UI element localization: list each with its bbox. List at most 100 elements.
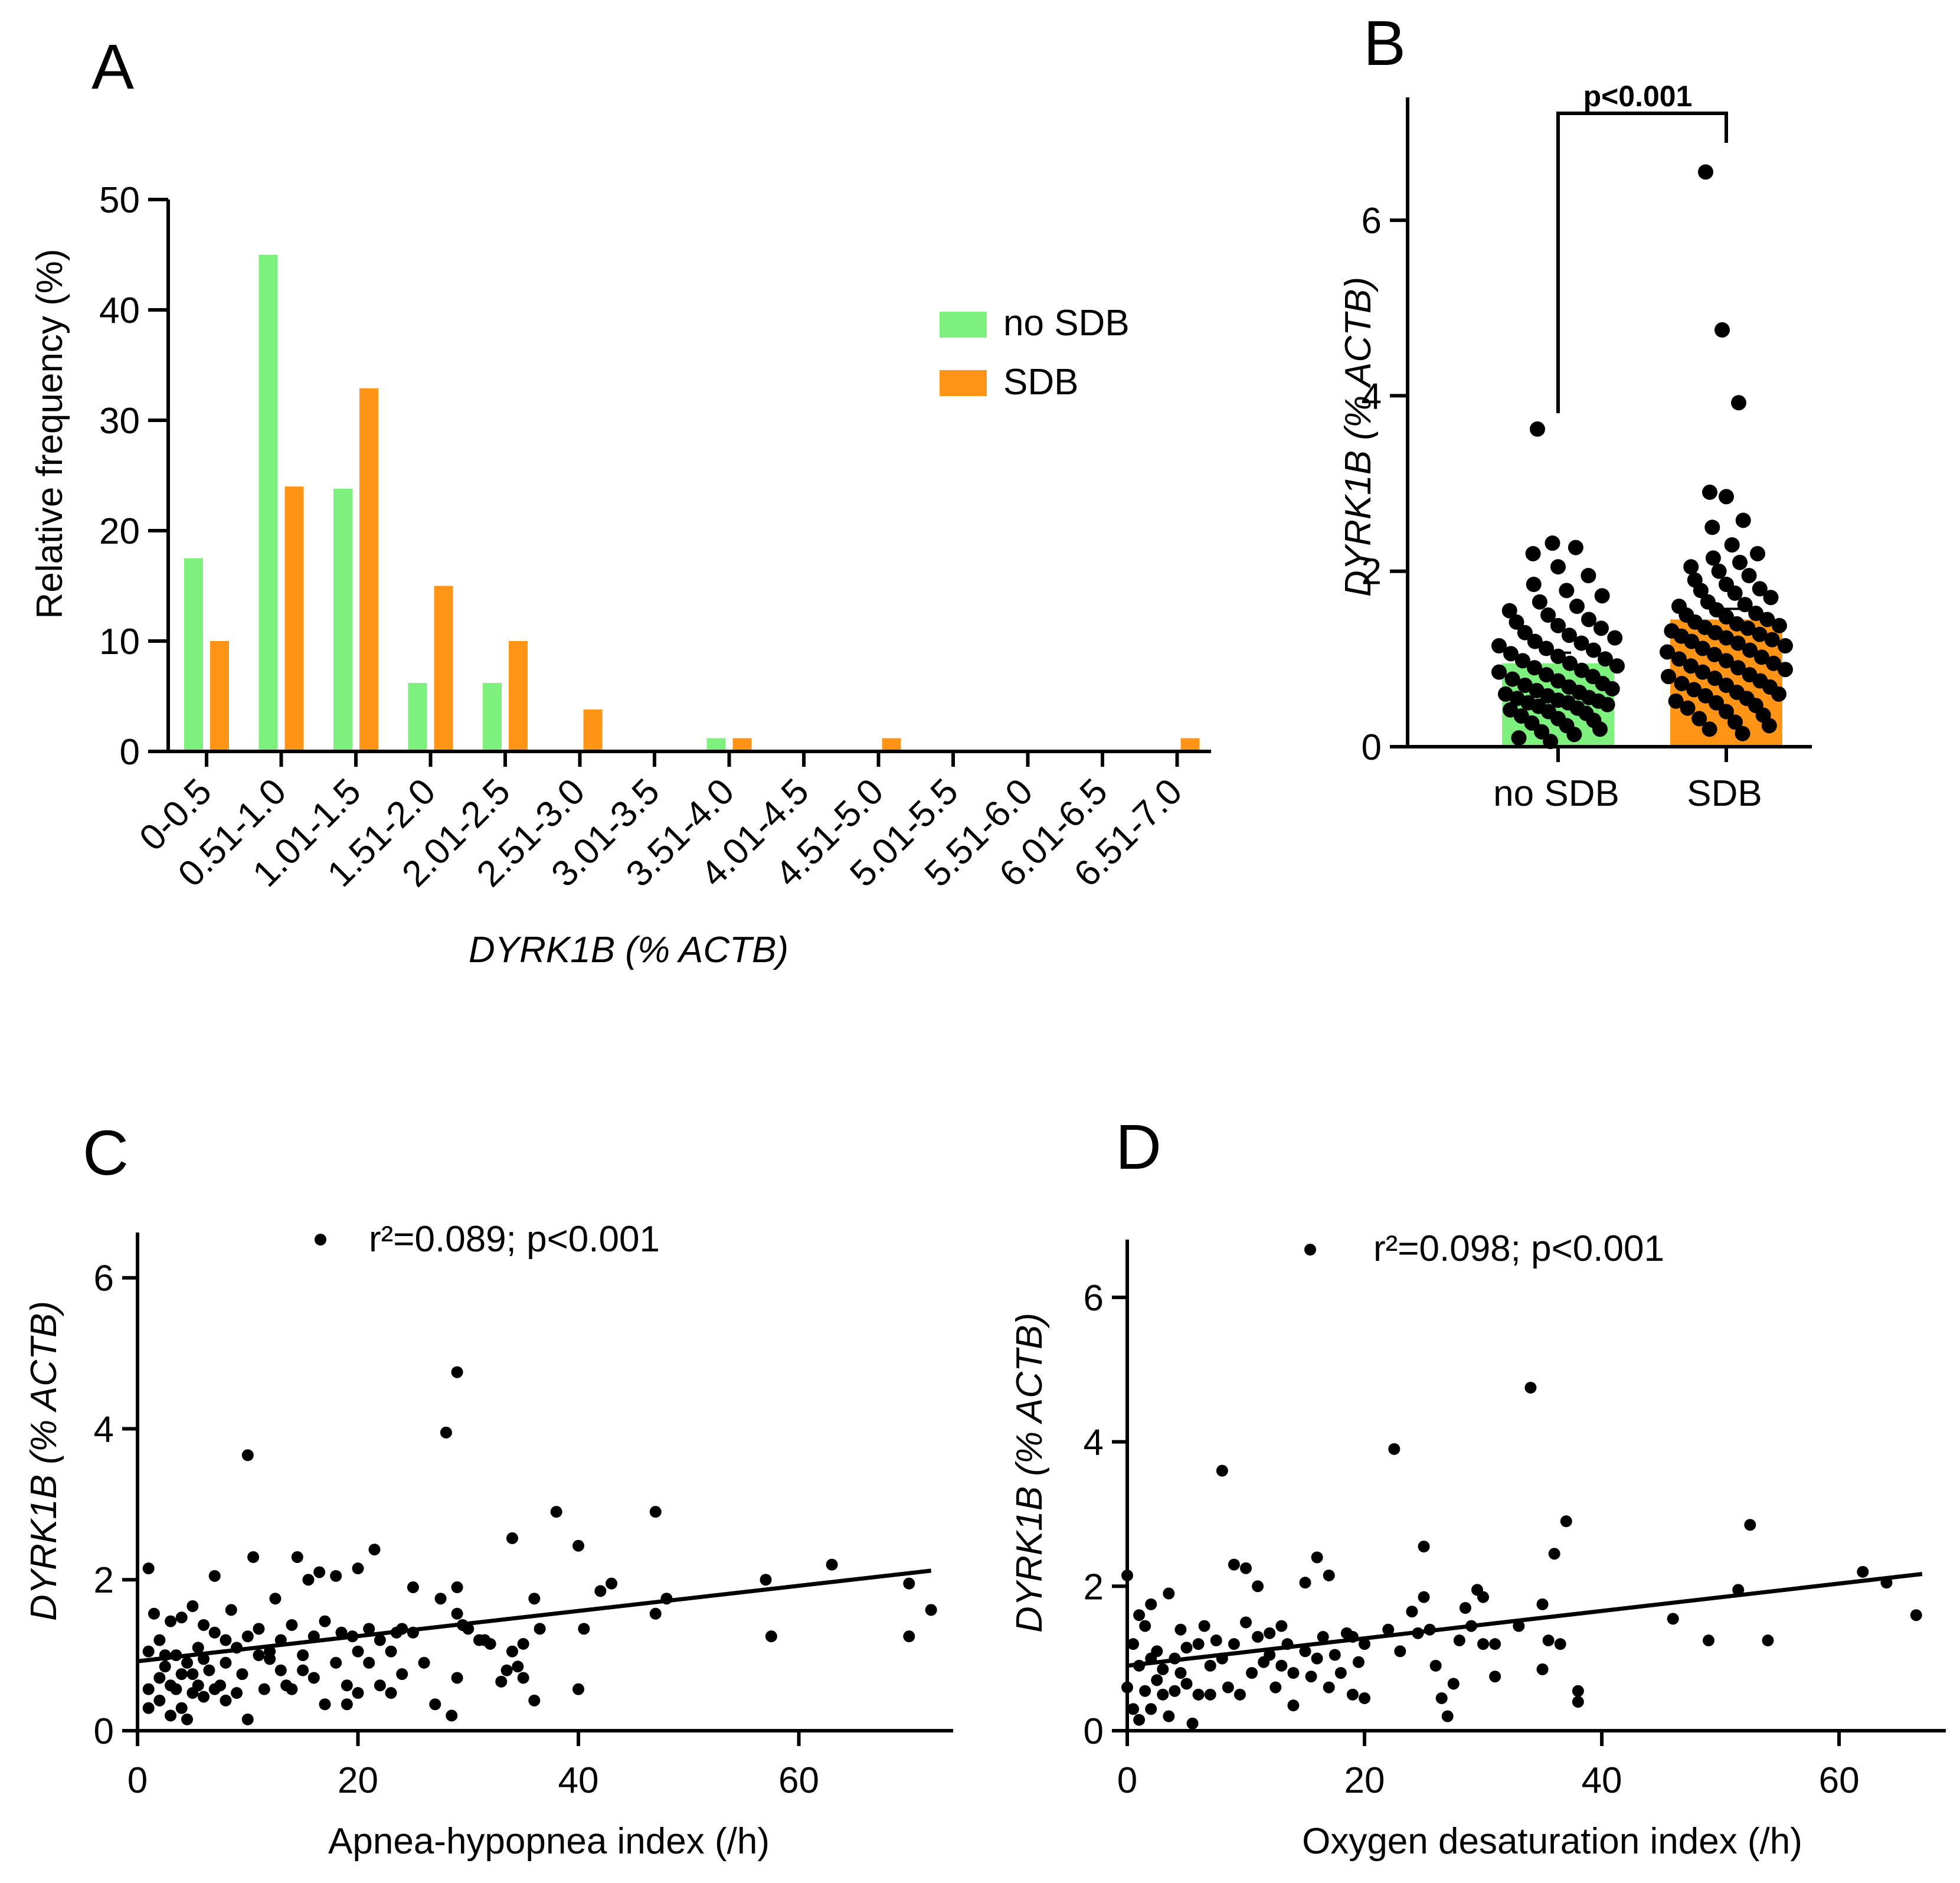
d-y-tick-label-0: 0 xyxy=(1084,1711,1104,1752)
c-point-112 xyxy=(578,1623,590,1635)
point-1-21 xyxy=(1737,597,1753,613)
group-bar-chart: no SDB SDB 0 2 4 6 DYRK1B (% ACTB) p<0.001 xyxy=(1338,80,1812,814)
d-point-30 xyxy=(1210,1634,1222,1647)
c-point-103 xyxy=(512,1660,524,1673)
d-point-73 xyxy=(1418,1541,1430,1552)
c-point-20 xyxy=(186,1600,199,1612)
legend-label-no-sdb: no SDB xyxy=(1003,303,1130,344)
point-0-16 xyxy=(1593,620,1609,636)
c-point-46 xyxy=(258,1683,270,1695)
point-0-23 xyxy=(1539,640,1554,656)
c-point-18 xyxy=(181,1656,194,1669)
d-point-101 xyxy=(1762,1634,1774,1647)
point-1-5 xyxy=(1735,512,1751,528)
panel-label-c: C xyxy=(83,1117,129,1188)
d-point-83 xyxy=(1477,1591,1490,1603)
c-point-120 xyxy=(826,1558,838,1571)
c-regression-line xyxy=(137,1568,932,1663)
point-1-24 xyxy=(1748,606,1764,622)
scatter-odi-fit xyxy=(1127,1572,1923,1668)
y-tick-label-0: 0 xyxy=(120,732,140,773)
c-point-106 xyxy=(528,1593,541,1605)
point-0-29 xyxy=(1562,655,1578,671)
point-1-72 xyxy=(1691,711,1707,727)
c-point-64 xyxy=(330,1656,342,1669)
point-1-43 xyxy=(1742,642,1758,658)
d-point-94 xyxy=(1560,1515,1572,1528)
d-point-43 xyxy=(1264,1649,1276,1661)
c-x-tick-label-0: 0 xyxy=(127,1760,148,1801)
d-point-87 xyxy=(1513,1620,1525,1632)
point-1-40 xyxy=(1730,635,1746,651)
d-point-91 xyxy=(1542,1634,1555,1647)
d-point-60 xyxy=(1334,1667,1347,1679)
point-0-26 xyxy=(1550,648,1566,664)
point-0-4 xyxy=(1550,559,1566,575)
c-point-36 xyxy=(225,1604,237,1616)
c-point-108 xyxy=(534,1623,546,1635)
c-point-32 xyxy=(214,1679,227,1692)
d-point-39 xyxy=(1246,1667,1258,1679)
point-1-61 xyxy=(1686,682,1702,698)
d-point-38 xyxy=(1240,1616,1252,1629)
d-point-26 xyxy=(1192,1688,1205,1701)
d-point-84 xyxy=(1477,1638,1490,1650)
c-point-3 xyxy=(142,1562,155,1575)
d-point-69 xyxy=(1394,1645,1406,1658)
c-point-11 xyxy=(165,1615,177,1627)
c-point-73 xyxy=(363,1623,375,1635)
d-point-11 xyxy=(1145,1598,1157,1610)
point-1-19 xyxy=(1763,590,1779,606)
c-point-90 xyxy=(451,1366,463,1378)
legend-swatch-sdb xyxy=(940,370,987,396)
point-0-41 xyxy=(1604,681,1620,697)
point-1-74 xyxy=(1761,718,1777,734)
point-1-75 xyxy=(1701,721,1717,737)
point-1-50 xyxy=(1683,658,1699,674)
point-1-67 xyxy=(1709,695,1725,711)
c-point-26 xyxy=(198,1691,210,1703)
c-point-119 xyxy=(765,1630,777,1643)
point-0-7 xyxy=(1559,583,1575,599)
point-1-52 xyxy=(1778,662,1793,678)
panel-label-d: D xyxy=(1115,1111,1161,1182)
c-point-4 xyxy=(148,1607,161,1620)
b-x-tick-label-1: SDB xyxy=(1687,773,1762,814)
c-point-91 xyxy=(451,1581,463,1594)
c-point-118 xyxy=(760,1574,772,1586)
point-0-13 xyxy=(1581,612,1597,627)
c-point-110 xyxy=(572,1539,585,1552)
c-point-30 xyxy=(208,1570,221,1582)
d-point-23 xyxy=(1180,1642,1193,1654)
point-1-2 xyxy=(1731,395,1746,411)
d-point-25 xyxy=(1192,1638,1205,1650)
c-point-44 xyxy=(253,1649,265,1662)
point-0-28 xyxy=(1515,653,1530,669)
c-x-tick-label-1: 20 xyxy=(338,1760,378,1801)
d-point-88 xyxy=(1524,1381,1537,1394)
d-point-58 xyxy=(1323,1569,1335,1581)
c-point-23 xyxy=(192,1642,204,1654)
point-1-1 xyxy=(1714,322,1730,338)
c-point-14 xyxy=(170,1683,182,1695)
c-point-81 xyxy=(396,1668,408,1681)
bar-sdb-1 xyxy=(284,486,304,751)
d-point-41 xyxy=(1252,1580,1264,1593)
d-point-57 xyxy=(1323,1681,1335,1694)
point-1-0 xyxy=(1698,164,1713,180)
d-point-2 xyxy=(1127,1638,1140,1650)
y-tick-label-2: 20 xyxy=(99,511,140,552)
d-point-40 xyxy=(1252,1630,1264,1643)
point-1-53 xyxy=(1695,664,1710,680)
d-point-8 xyxy=(1139,1685,1151,1697)
bar-sdb-3 xyxy=(434,586,453,751)
scatter-odi-annotation: r²=0.098; p<0.001 xyxy=(1373,1228,1664,1269)
significance-label: p<0.001 xyxy=(1583,80,1693,113)
d-point-45 xyxy=(1269,1681,1282,1694)
c-point-51 xyxy=(274,1664,287,1676)
point-0-14 xyxy=(1509,614,1524,630)
c-point-61 xyxy=(313,1566,326,1578)
c-point-41 xyxy=(241,1713,254,1725)
